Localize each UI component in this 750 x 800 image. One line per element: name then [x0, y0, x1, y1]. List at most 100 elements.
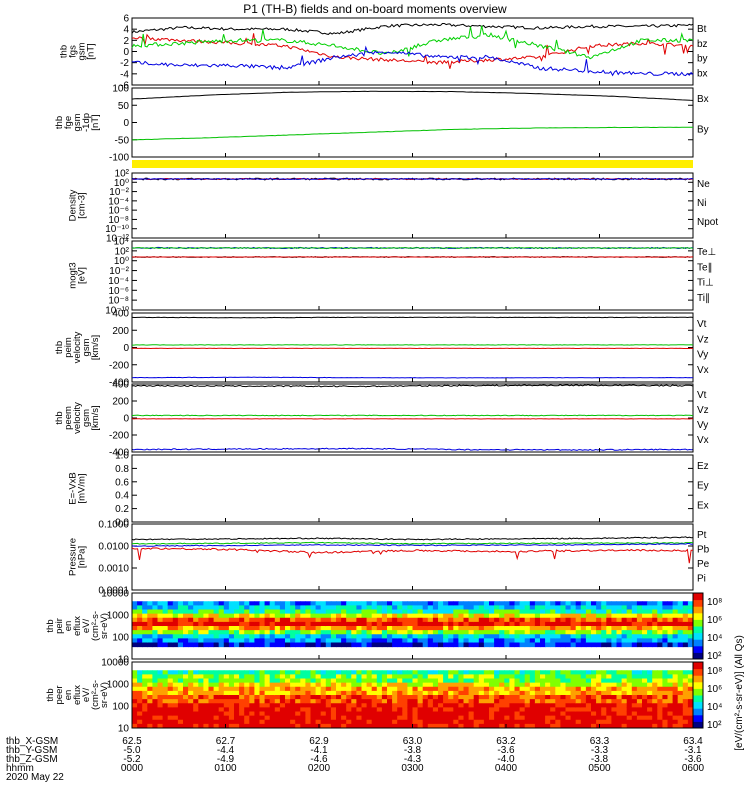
spectrogram-cell	[223, 695, 230, 700]
spectrogram-cell	[157, 605, 164, 611]
spectrogram-cell	[499, 723, 505, 729]
spectrogram-cell	[188, 695, 194, 700]
spectrogram-cell	[647, 699, 653, 704]
spectrogram-cell	[545, 626, 551, 631]
spectrogram-cell	[611, 682, 617, 688]
spectrogram-cell	[330, 626, 337, 631]
spectrogram-cell	[478, 703, 485, 708]
spectrogram-cell	[611, 690, 617, 696]
spectrogram-cell	[611, 617, 617, 623]
spectrogram-cell	[162, 609, 169, 615]
spectrogram-cell	[152, 690, 158, 696]
spectrogram-cell	[203, 605, 209, 611]
spectrogram-cell	[152, 707, 158, 713]
spectrogram-cell	[448, 711, 454, 717]
spectrogram-cell	[320, 601, 327, 606]
spectrogram-cell	[341, 601, 347, 606]
spectrogram-cell	[325, 690, 332, 696]
spectrogram-cell	[325, 711, 332, 717]
spectrogram-cell	[249, 707, 255, 713]
spectrogram-cell	[254, 711, 260, 717]
spectrogram-cell	[642, 723, 648, 729]
spectrogram-cell	[371, 695, 378, 700]
x-tick-label: 0500	[588, 763, 611, 774]
spectrogram-cell	[438, 638, 444, 644]
spectrogram-cell	[524, 601, 531, 606]
spectrogram-cell	[254, 682, 260, 688]
spectrogram-cell	[279, 613, 286, 619]
spectrogram-cell	[336, 682, 342, 688]
spectrogram-cell	[427, 686, 434, 692]
spectrogram-cell	[636, 682, 643, 688]
spectrogram-cell	[489, 613, 495, 619]
spectrogram-cell	[555, 601, 561, 606]
spectrogram-cell	[642, 609, 648, 615]
spectrogram-cell	[519, 695, 526, 700]
spectrogram-cell	[254, 617, 260, 623]
spectrogram-cell	[381, 642, 388, 648]
spectrogram-cell	[611, 678, 617, 684]
spectrogram-cell	[611, 711, 617, 717]
spectrogram-cell	[341, 634, 347, 639]
spectrogram-cell	[203, 613, 209, 619]
spectrogram-cell	[596, 617, 602, 623]
spectrogram-cell	[468, 617, 475, 623]
spectrogram-cell	[361, 626, 368, 631]
spectrogram-cell	[585, 715, 592, 721]
y-axis-label-line: gsm	[81, 409, 92, 427]
spectrogram-cell	[218, 617, 225, 623]
spectrogram-cell	[565, 711, 572, 717]
spectrogram-cell	[259, 621, 266, 627]
spectrogram-cell	[545, 682, 551, 688]
x-tick-label: -4.6	[310, 754, 328, 765]
spectrogram-cell	[234, 690, 240, 696]
spectrogram-cell	[422, 670, 429, 675]
spectrogram-cell	[341, 617, 347, 623]
spectrogram-cell	[453, 682, 459, 688]
spectrogram-cell	[524, 674, 531, 680]
spectrogram-cell	[611, 707, 617, 713]
spectrogram-cell	[534, 690, 541, 696]
spectrogram-cell	[239, 609, 245, 615]
legend-Vy: Vy	[697, 350, 708, 361]
spectrogram-cell	[463, 699, 470, 704]
spectrogram-cell	[560, 699, 566, 704]
spectrogram-cell	[667, 674, 674, 680]
spectrogram-cell	[672, 634, 679, 639]
spectrogram-cell	[545, 617, 551, 623]
spectrogram-cell	[473, 621, 480, 627]
spectrogram-cell	[509, 621, 515, 627]
spectrogram-cell	[152, 686, 158, 692]
spectrogram-cell	[249, 699, 255, 704]
spectrogram-cell	[351, 638, 357, 644]
spectrogram-cell	[682, 670, 689, 675]
spectrogram-cell	[208, 711, 215, 717]
spectrogram-cell	[249, 613, 255, 619]
spectrogram-cell	[478, 711, 485, 717]
spectrogram-cell	[239, 678, 245, 684]
spectrogram-cell	[157, 609, 164, 615]
colorbar-tick-label: 10⁶	[707, 684, 722, 695]
spectrogram-cell	[336, 703, 342, 708]
spectrogram-cell	[514, 686, 521, 692]
y-axis-label-line: en	[63, 690, 74, 701]
spectrogram-cell	[626, 617, 633, 623]
spectrogram-cell	[570, 605, 577, 611]
spectrogram-cell	[524, 719, 531, 725]
spectrogram-cell	[642, 690, 648, 696]
spectrogram-cell	[366, 723, 373, 729]
spectrogram-cell	[412, 609, 419, 615]
spectrogram-cell	[631, 613, 638, 619]
spectrogram-cell	[596, 613, 602, 619]
series-Vt	[131, 316, 694, 319]
spectrogram-cell	[652, 642, 658, 648]
spectrogram-cell	[621, 621, 628, 627]
spectrogram-cell	[147, 715, 153, 721]
spectrogram-cell	[540, 634, 546, 639]
spectrogram-cell	[234, 695, 240, 700]
spectrogram-cell	[422, 719, 429, 725]
spectrogram-cell	[142, 670, 148, 675]
spectrogram-cell	[269, 703, 276, 708]
spectrogram-cell	[336, 630, 342, 635]
spectrogram-cell	[657, 617, 663, 623]
